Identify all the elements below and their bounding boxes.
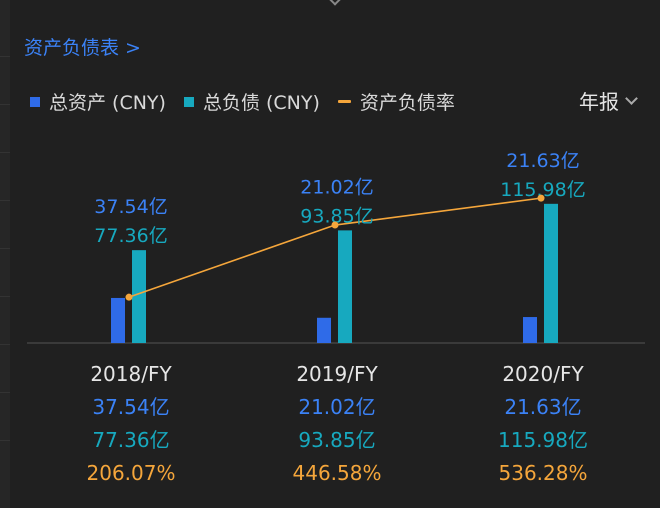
legend-item-debt-ratio[interactable]: 资产负债率 bbox=[337, 88, 455, 115]
legend-label: 总负债 (CNY) bbox=[202, 92, 320, 114]
bar-total-assets bbox=[317, 317, 331, 343]
debt-ratio-point bbox=[125, 293, 133, 301]
table-debt-ratio: 446.58% bbox=[292, 461, 382, 485]
bar-total-assets bbox=[523, 317, 537, 343]
bar-total-liabilities bbox=[132, 250, 146, 343]
data-label-total-assets: 21.02亿 bbox=[300, 176, 373, 198]
period-label: 年报 bbox=[579, 90, 619, 114]
data-label-total-liabilities: 77.36亿 bbox=[94, 225, 167, 247]
period-dropdown[interactable]: 年报 bbox=[579, 86, 638, 115]
bar-total-liabilities bbox=[338, 230, 352, 343]
legend-label: 资产负债率 bbox=[359, 92, 455, 114]
table-column: 2018/FY 37.54亿 77.36亿 206.07% bbox=[61, 358, 201, 490]
left-edge-strip bbox=[0, 0, 10, 508]
debt-ratio-point bbox=[331, 221, 339, 229]
legend-item-total-liabilities[interactable]: 总负债 (CNY) bbox=[183, 88, 320, 115]
data-label-total-assets: 21.63亿 bbox=[506, 150, 579, 172]
legend-label: 总资产 (CNY) bbox=[49, 92, 166, 114]
bar-total-liabilities bbox=[544, 203, 558, 343]
data-label-total-assets: 37.54亿 bbox=[94, 196, 167, 218]
legend-swatch-total-assets bbox=[30, 96, 40, 107]
legend-line-debt-ratio bbox=[337, 100, 351, 103]
table-total-liabilities: 77.36亿 bbox=[92, 428, 170, 452]
x-tick-label: 2019/FY bbox=[296, 362, 378, 386]
debt-ratio-point bbox=[537, 194, 545, 202]
balance-sheet-link[interactable]: 资产负债表 > bbox=[24, 37, 141, 59]
table-total-liabilities: 93.85亿 bbox=[298, 428, 376, 452]
table-column: 2019/FY 21.02亿 93.85亿 446.58% bbox=[267, 358, 407, 490]
x-tick-label: 2018/FY bbox=[90, 362, 172, 386]
data-label-total-liabilities: 93.85亿 bbox=[300, 205, 373, 227]
legend-item-total-assets[interactable]: 总资产 (CNY) bbox=[30, 88, 166, 115]
table-total-liabilities: 115.98亿 bbox=[498, 428, 588, 452]
x-tick-label: 2020/FY bbox=[502, 362, 584, 386]
legend-swatch-total-liabilities bbox=[183, 96, 194, 107]
bar-total-assets bbox=[111, 297, 125, 343]
table-debt-ratio: 206.07% bbox=[86, 461, 176, 485]
table-column: 2020/FY 21.63亿 115.98亿 536.28% bbox=[473, 358, 613, 490]
data-label-total-liabilities: 115.98亿 bbox=[500, 179, 585, 201]
table-total-assets: 37.54亿 bbox=[92, 395, 170, 419]
table-debt-ratio: 536.28% bbox=[498, 461, 588, 485]
table-total-assets: 21.02亿 bbox=[298, 395, 376, 419]
chart-legend: 总资产 (CNY) 总负债 (CNY) 资产负债率 bbox=[30, 88, 473, 115]
table-total-assets: 21.63亿 bbox=[504, 395, 582, 419]
